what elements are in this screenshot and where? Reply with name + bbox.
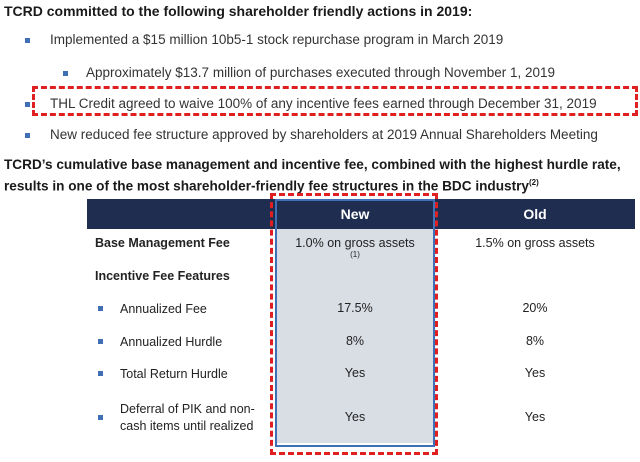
column-header: Old	[523, 206, 547, 222]
bullet-text: Implemented a $15 million 10b5-1 stock r…	[50, 32, 504, 47]
footnote: (1)	[350, 250, 360, 259]
column-header: New	[340, 206, 370, 222]
title: TCRD committed to the following sharehol…	[4, 3, 473, 19]
bullet-marker	[25, 133, 30, 138]
old-value: 20%	[522, 301, 548, 315]
new-value: Yes	[275, 366, 435, 380]
new-value: 17.5%	[275, 301, 435, 315]
new-value: Yes	[275, 410, 435, 424]
new-column-border	[275, 199, 435, 447]
old-value: Yes	[524, 410, 546, 424]
old-value: Yes	[524, 366, 546, 380]
bullet-marker	[98, 339, 103, 344]
bullet-marker	[98, 415, 103, 420]
new-value-text: 8%	[345, 334, 365, 348]
bullet-marker	[98, 306, 103, 311]
bullet-marker	[98, 371, 103, 376]
row-label: Annualized Hurdle	[120, 335, 223, 349]
section-title: TCRD’s cumulative base management and in…	[4, 156, 638, 196]
footnote: (2)	[528, 178, 539, 187]
new-value-text: 1.0% on gross assets	[295, 236, 415, 250]
row-label: Annualized Fee	[120, 302, 207, 316]
bullet-marker	[63, 71, 68, 76]
old-value: 8%	[525, 334, 545, 348]
highlight-box	[270, 193, 438, 455]
new-value: 8%	[275, 334, 435, 348]
row-label: Deferral of PIK and non-cash items until…	[120, 402, 255, 433]
row-label: Base Management Fee	[95, 236, 230, 250]
row-label: Total Return Hurdle	[120, 367, 228, 381]
new-column-fill	[275, 229, 433, 443]
highlight-box	[32, 86, 638, 116]
bullet-text: THL Credit agreed to waive 100% of any i…	[50, 96, 597, 111]
bullet-marker	[25, 102, 30, 107]
section-title-text: TCRD’s cumulative base management and in…	[4, 157, 621, 194]
new-value: 1.0% on gross assets (1)	[275, 236, 435, 265]
old-value: 1.5% on gross assets	[475, 236, 595, 250]
table-header	[87, 199, 635, 229]
bullet-text: New reduced fee structure approved by sh…	[50, 127, 598, 142]
new-value-text: Yes	[344, 366, 366, 380]
new-value-text: Yes	[344, 410, 366, 424]
new-value-text: 17.5%	[337, 301, 373, 315]
subbullet-text: Approximately $13.7 million of purchases…	[86, 65, 556, 80]
bullet-marker	[25, 38, 30, 43]
row-label: Incentive Fee Features	[95, 269, 230, 283]
